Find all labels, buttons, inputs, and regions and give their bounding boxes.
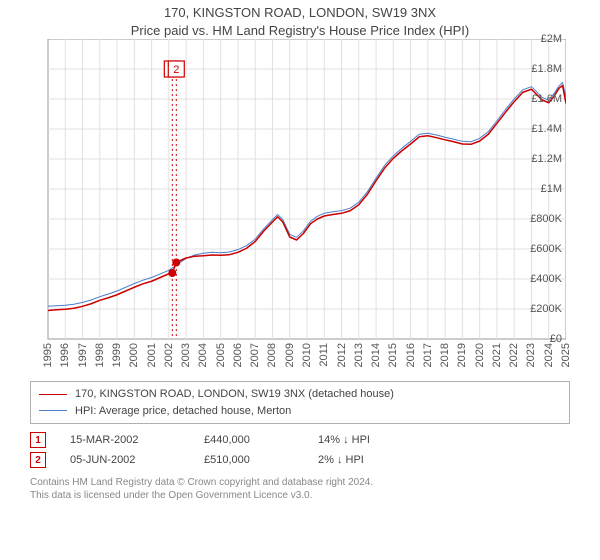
legend-label: HPI: Average price, detached house, Mert… bbox=[75, 403, 291, 420]
credits: Contains HM Land Registry data © Crown c… bbox=[30, 476, 570, 502]
x-tick-label: 2024 bbox=[543, 343, 555, 367]
sale-delta: 14% ↓ HPI bbox=[318, 434, 370, 446]
x-tick-label: 1995 bbox=[42, 343, 54, 367]
y-tick-label: £800K bbox=[526, 213, 562, 225]
x-tick-label: 2025 bbox=[560, 343, 572, 367]
legend-row: 170, KINGSTON ROAD, LONDON, SW19 3NX (de… bbox=[39, 386, 561, 403]
x-tick-label: 2008 bbox=[266, 343, 278, 367]
sale-marker-icon: 2 bbox=[30, 452, 46, 468]
svg-text:2: 2 bbox=[173, 64, 179, 76]
credits-line: This data is licensed under the Open Gov… bbox=[30, 489, 570, 502]
x-tick-label: 1998 bbox=[94, 343, 106, 367]
title-line-2: Price paid vs. HM Land Registry's House … bbox=[0, 22, 600, 40]
x-tick-label: 2009 bbox=[284, 343, 296, 367]
x-tick-label: 2012 bbox=[336, 343, 348, 367]
x-tick-label: 2002 bbox=[163, 343, 175, 367]
x-tick-label: 1997 bbox=[77, 343, 89, 367]
sale-row: 1 15-MAR-2002 £440,000 14% ↓ HPI bbox=[30, 430, 570, 450]
plot-area: 12£0£200K£400K£600K£800K£1M£1.2M£1.4M£1.… bbox=[8, 39, 566, 375]
title-line-1: 170, KINGSTON ROAD, LONDON, SW19 3NX bbox=[0, 4, 600, 22]
sale-price: £440,000 bbox=[204, 434, 294, 446]
credits-line: Contains HM Land Registry data © Crown c… bbox=[30, 476, 570, 489]
x-tick-label: 2004 bbox=[197, 343, 209, 367]
y-tick-label: £200K bbox=[526, 303, 562, 315]
x-tick-label: 2000 bbox=[128, 343, 140, 367]
chart-title: 170, KINGSTON ROAD, LONDON, SW19 3NX Pri… bbox=[0, 0, 600, 39]
x-tick-label: 2010 bbox=[301, 343, 313, 367]
y-tick-label: £1.8M bbox=[526, 63, 562, 75]
x-tick-label: 2020 bbox=[474, 343, 486, 367]
sale-row: 2 05-JUN-2002 £510,000 2% ↓ HPI bbox=[30, 450, 570, 470]
x-tick-label: 2023 bbox=[525, 343, 537, 367]
x-tick-label: 2016 bbox=[405, 343, 417, 367]
x-tick-label: 1999 bbox=[111, 343, 123, 367]
x-tick-label: 2021 bbox=[491, 343, 503, 367]
y-tick-label: £1.6M bbox=[526, 93, 562, 105]
x-tick-label: 2019 bbox=[456, 343, 468, 367]
y-tick-label: £1.2M bbox=[526, 153, 562, 165]
y-tick-label: £600K bbox=[526, 243, 562, 255]
y-tick-label: £2M bbox=[526, 33, 562, 45]
sale-date: 15-MAR-2002 bbox=[70, 434, 180, 446]
x-tick-label: 2013 bbox=[353, 343, 365, 367]
x-tick-label: 2017 bbox=[422, 343, 434, 367]
legend-row: HPI: Average price, detached house, Mert… bbox=[39, 403, 561, 420]
sale-marker-icon: 1 bbox=[30, 432, 46, 448]
y-tick-label: £400K bbox=[526, 273, 562, 285]
x-tick-label: 2001 bbox=[146, 343, 158, 367]
x-tick-label: 2006 bbox=[232, 343, 244, 367]
sale-price: £510,000 bbox=[204, 454, 294, 466]
y-tick-label: £1M bbox=[526, 183, 562, 195]
legend: 170, KINGSTON ROAD, LONDON, SW19 3NX (de… bbox=[30, 381, 570, 424]
sales-table: 1 15-MAR-2002 £440,000 14% ↓ HPI 2 05-JUN-200… bbox=[30, 430, 570, 470]
legend-label: 170, KINGSTON ROAD, LONDON, SW19 3NX (de… bbox=[75, 386, 394, 403]
y-tick-label: £1.4M bbox=[526, 123, 562, 135]
legend-swatch-property bbox=[39, 394, 67, 395]
x-tick-label: 2007 bbox=[249, 343, 261, 367]
x-tick-label: 2005 bbox=[215, 343, 227, 367]
x-tick-label: 2011 bbox=[318, 343, 330, 367]
x-tick-label: 2014 bbox=[370, 343, 382, 367]
chart-container: 170, KINGSTON ROAD, LONDON, SW19 3NX Pri… bbox=[0, 0, 600, 560]
x-tick-label: 1996 bbox=[59, 343, 71, 367]
x-tick-label: 2003 bbox=[180, 343, 192, 367]
x-tick-label: 2018 bbox=[439, 343, 451, 367]
x-tick-label: 2022 bbox=[508, 343, 520, 367]
x-tick-label: 2015 bbox=[387, 343, 399, 367]
sale-delta: 2% ↓ HPI bbox=[318, 454, 364, 466]
legend-swatch-hpi bbox=[39, 410, 67, 411]
sale-date: 05-JUN-2002 bbox=[70, 454, 180, 466]
